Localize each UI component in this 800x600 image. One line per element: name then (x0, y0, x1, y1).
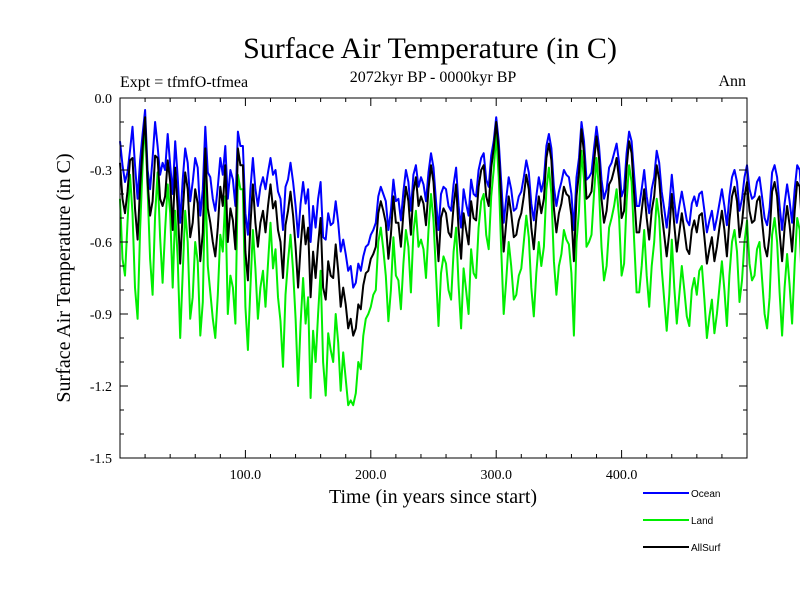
chart-subtitle: 2072kyr BP - 0000kyr BP (350, 69, 517, 86)
x-axis: 100.0 200.0 300.0 400.0 (144, 98, 723, 483)
x-tick-label: 200.0 (355, 468, 387, 483)
legend-label-ocean: Ocean (691, 489, 720, 500)
y-tick-label: -0.3 (90, 164, 112, 179)
legend-label-land: Land (691, 516, 713, 527)
x-tick-label: 400.0 (606, 468, 638, 483)
y-axis: 0.0 -0.3 -0.6 -0.9 -1.2 -1.5 (90, 92, 747, 467)
series-line-land (119, 121, 800, 407)
legend: Ocean Land AllSurf (643, 489, 721, 554)
y-tick-label: -0.6 (90, 236, 112, 251)
series-line-ocean (119, 109, 800, 289)
x-tick-label: 100.0 (230, 468, 262, 483)
season-label: Ann (718, 73, 746, 90)
y-tick-label: 0.0 (95, 92, 113, 107)
experiment-label: Expt = tfmfO-tfmea (120, 74, 248, 91)
x-axis-label: Time (in years since start) (329, 486, 537, 508)
chart-title: Surface Air Temperature (in C) (243, 32, 617, 65)
plot-frame (119, 97, 748, 459)
legend-label-allsurf: AllSurf (691, 543, 721, 554)
y-tick-label: -0.9 (90, 308, 112, 323)
y-tick-label: -1.5 (90, 452, 112, 467)
series-line-allsurf (119, 116, 800, 337)
y-tick-label: -1.2 (90, 380, 112, 395)
x-tick-label: 300.0 (480, 468, 512, 483)
y-axis-label: Surface Air Temperature (in C) (53, 153, 75, 402)
series-layer (119, 109, 800, 407)
